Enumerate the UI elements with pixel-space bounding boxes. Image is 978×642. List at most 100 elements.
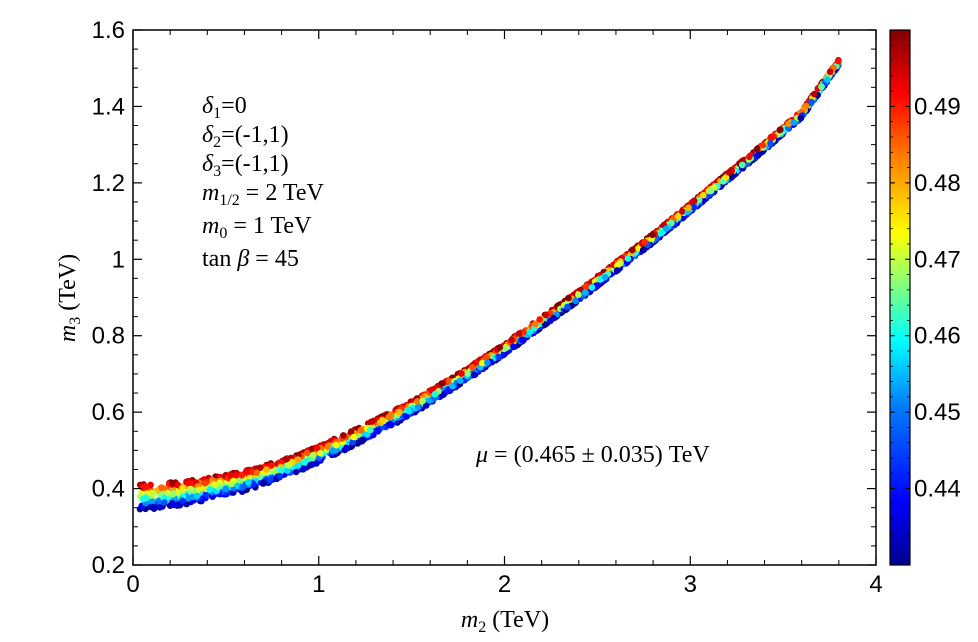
y-tick-label: 1.4 bbox=[92, 93, 125, 120]
scatter-point bbox=[663, 225, 670, 232]
scatter-point bbox=[508, 336, 515, 344]
y-tick-label: 1.6 bbox=[92, 17, 125, 44]
scatter-point bbox=[349, 438, 357, 446]
scatter-point bbox=[431, 390, 439, 398]
scatter-point bbox=[826, 68, 834, 76]
y-tick-label: 1.2 bbox=[92, 170, 125, 197]
annotation-m-half: m1/2 = 2 TeV bbox=[202, 180, 325, 209]
scatter-point bbox=[767, 135, 775, 142]
scatter-point bbox=[685, 204, 692, 212]
scatter-point bbox=[294, 462, 302, 469]
scatter-point bbox=[329, 447, 337, 455]
x-tick-label: 3 bbox=[684, 571, 697, 598]
colorbar-tick-label: 0.46 bbox=[914, 323, 961, 350]
colorbar-tick-label: 0.47 bbox=[914, 246, 961, 273]
scatter-point bbox=[575, 291, 582, 299]
scatter-point bbox=[445, 377, 453, 385]
scatter-point bbox=[161, 499, 168, 506]
scatter-point bbox=[629, 246, 636, 254]
scatter-point bbox=[193, 492, 201, 500]
annotation-tan-beta: tan β = 45 bbox=[202, 246, 299, 272]
scatter-point bbox=[292, 468, 300, 476]
scatter-point bbox=[374, 426, 382, 434]
scatter-point bbox=[797, 114, 805, 122]
scatter-point bbox=[641, 238, 649, 246]
scatter-point bbox=[310, 452, 317, 459]
scatter-point bbox=[201, 479, 209, 487]
scatter-point bbox=[185, 479, 192, 486]
x-tick-label: 1 bbox=[312, 571, 325, 598]
scatter-point bbox=[818, 83, 825, 90]
scatter-point bbox=[759, 141, 767, 149]
y-tick-label: 0.2 bbox=[92, 552, 125, 579]
colorbar bbox=[889, 29, 911, 566]
scatter-point bbox=[542, 311, 550, 319]
y-tick-label: 0.6 bbox=[92, 399, 125, 426]
scatter-point bbox=[532, 320, 539, 328]
scatter-point bbox=[690, 204, 697, 211]
annotation-delta1: δ1=0 bbox=[202, 93, 247, 122]
scatter-point bbox=[158, 484, 165, 491]
scatter-point bbox=[169, 479, 176, 487]
scatter-point bbox=[198, 495, 206, 503]
scatter-point bbox=[581, 289, 589, 296]
scatter-point bbox=[754, 151, 762, 159]
scatter-point bbox=[164, 489, 172, 497]
scatter-point bbox=[674, 213, 682, 220]
scatter-point bbox=[332, 441, 340, 449]
scatter-point bbox=[668, 219, 675, 227]
scatter-point bbox=[649, 231, 656, 239]
x-axis-label: m2 (TeV) bbox=[461, 607, 549, 636]
scatter-point bbox=[402, 412, 410, 420]
scatter-point bbox=[232, 471, 239, 479]
scatter-point bbox=[277, 467, 285, 474]
scatter-point bbox=[689, 198, 696, 206]
y-axis-label: m3 (TeV) bbox=[55, 254, 84, 342]
scatter-point bbox=[238, 472, 246, 479]
scatter-point bbox=[767, 140, 774, 147]
scatter-point bbox=[484, 359, 491, 367]
scatter-point bbox=[601, 273, 609, 281]
colorbar-tick-label: 0.49 bbox=[914, 93, 961, 120]
scatter-point bbox=[359, 436, 367, 444]
scatter-point bbox=[471, 371, 478, 379]
y-tick-label: 1 bbox=[112, 246, 125, 273]
scatter-point bbox=[139, 484, 147, 492]
scatter-point bbox=[444, 387, 451, 395]
scatter-point bbox=[419, 397, 427, 405]
scatter-point bbox=[613, 267, 621, 274]
scatter-point bbox=[678, 208, 686, 215]
scatter-point bbox=[216, 479, 223, 487]
scatter-point bbox=[754, 145, 761, 153]
scatter-point bbox=[722, 174, 730, 181]
scatter-point bbox=[385, 413, 393, 421]
scatter-points bbox=[136, 57, 842, 513]
scatter-point bbox=[614, 262, 621, 269]
scatter-point bbox=[343, 444, 350, 452]
annotation-delta3: δ3=(-1,1) bbox=[202, 151, 289, 180]
scatter-point bbox=[174, 481, 181, 489]
scatter-point bbox=[739, 161, 746, 169]
scatter-point bbox=[222, 485, 230, 493]
mu-annotation: μ = (0.465 ± 0.035) TeV bbox=[475, 442, 710, 468]
annotation-delta2: δ2=(-1,1) bbox=[202, 122, 289, 151]
scatter-point bbox=[253, 469, 260, 477]
scatter-point bbox=[368, 418, 376, 425]
scatter-point bbox=[658, 229, 665, 237]
y-tick-label: 0.8 bbox=[92, 323, 125, 350]
scatter-point bbox=[379, 416, 386, 424]
scatter-point bbox=[583, 282, 590, 290]
scatter-point bbox=[405, 407, 413, 415]
x-tick-label: 4 bbox=[869, 571, 882, 598]
scatter-point bbox=[186, 485, 194, 493]
scatter-point bbox=[245, 479, 252, 486]
x-axis: 0 1 2 3 4 bbox=[126, 30, 883, 598]
scatter-point bbox=[510, 343, 517, 351]
scatter-point bbox=[299, 465, 307, 472]
scatter-point bbox=[725, 169, 733, 176]
scatter-point bbox=[239, 484, 246, 492]
scatter-point bbox=[456, 377, 464, 385]
scatter-point bbox=[228, 480, 236, 488]
scatter-point bbox=[469, 364, 476, 371]
scatter-point bbox=[483, 354, 491, 361]
